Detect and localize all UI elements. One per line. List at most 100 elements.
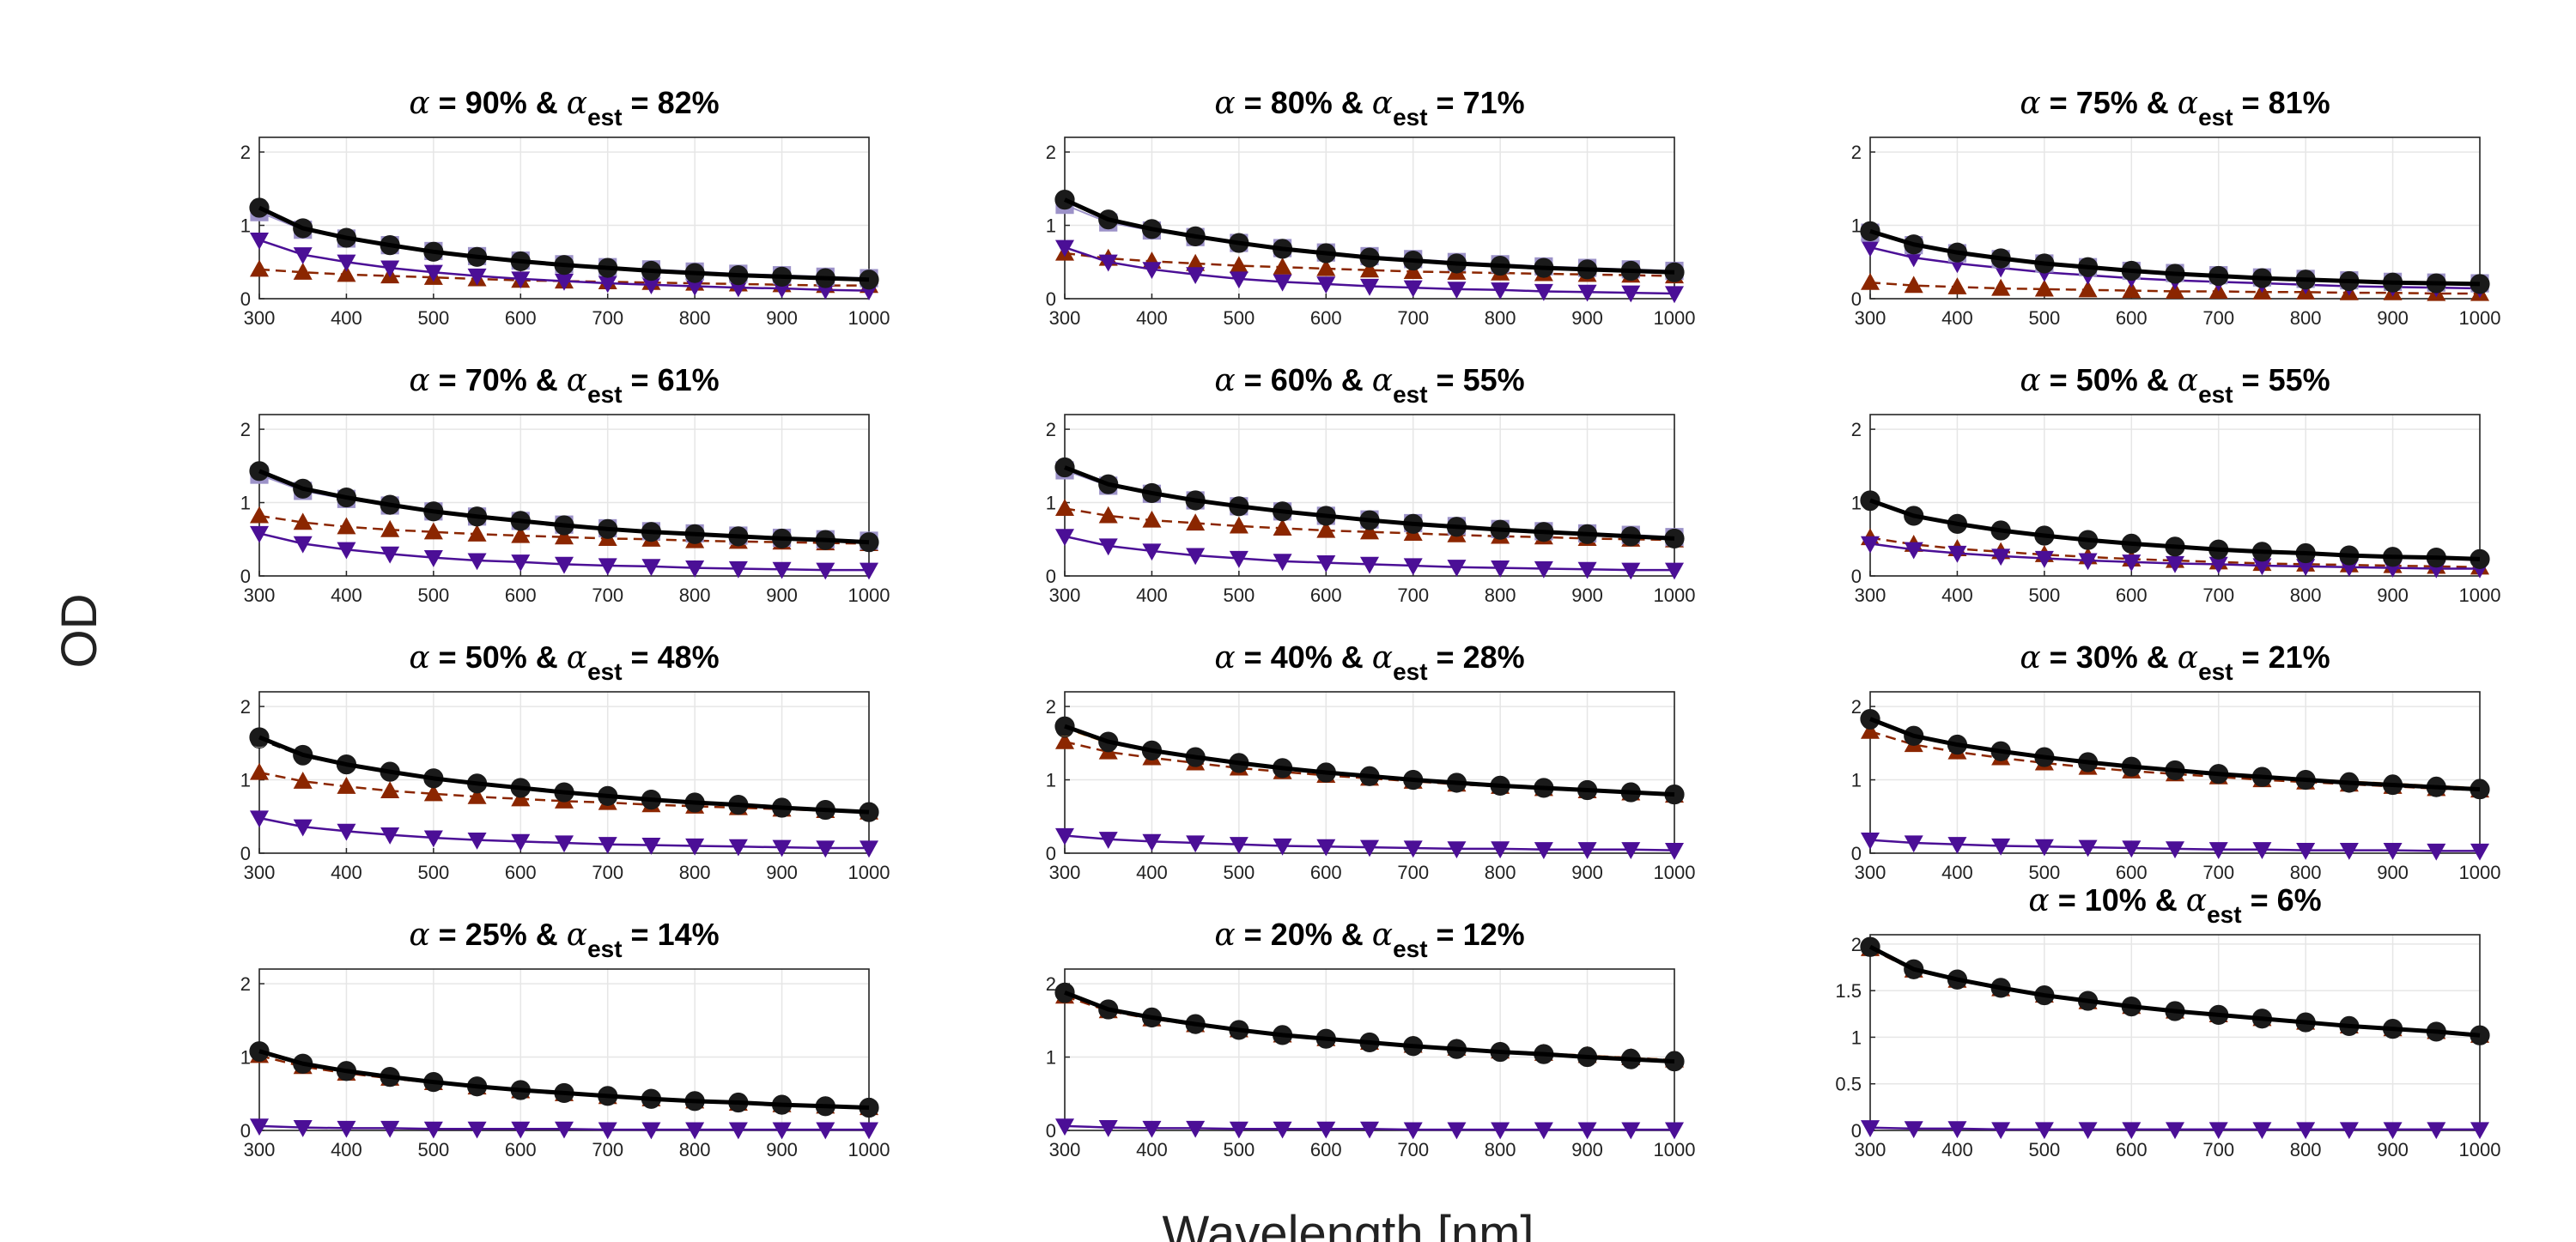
y-tick-label: 0: [1851, 288, 1862, 310]
y-tick-label: 1: [1046, 215, 1056, 237]
data-point: [1098, 538, 1118, 556]
data-point: [554, 835, 574, 853]
data-point: [1577, 284, 1597, 302]
data-point: [1860, 721, 1880, 739]
x-tick-label: 900: [1571, 1139, 1603, 1160]
series-line: [258, 469, 870, 545]
data-point: [2383, 1122, 2403, 1140]
data-point: [293, 247, 313, 264]
data-point: [641, 837, 661, 855]
data-point: [1860, 272, 1880, 290]
data-point: [685, 560, 705, 578]
data-point: [337, 777, 356, 794]
series-purple-down: [1860, 1120, 2490, 1140]
x-tick-label: 400: [1136, 862, 1168, 883]
x-tick-label: 600: [505, 585, 537, 606]
series-line: [1869, 498, 2481, 561]
data-point: [1577, 842, 1597, 859]
data-point: [859, 840, 879, 858]
data-point: [2427, 843, 2446, 861]
y-tick-label: 2: [1851, 142, 1862, 163]
x-tick-label: 500: [417, 307, 449, 329]
data-point: [293, 512, 313, 530]
data-point: [1947, 277, 1967, 294]
x-tick-label: 600: [505, 307, 537, 329]
y-tick-label: 0: [1851, 843, 1862, 864]
data-point: [1054, 1118, 1075, 1136]
data-point: [1403, 840, 1423, 858]
data-point: [1098, 832, 1118, 849]
data-point: [1316, 1121, 1336, 1139]
data-point: [1142, 262, 1162, 280]
subplot-8: 300 400 500 600 700 800 900 1000 0 1 2 α = 40% & αe…: [1046, 639, 1696, 883]
y-tick-label: 0: [1046, 1120, 1056, 1142]
x-tick-label: 900: [766, 1139, 798, 1160]
x-tick-label: 400: [1941, 1139, 1973, 1160]
subplot-10: 300 400 500 600 700 800 900 1000 0 1 2 α = 25% & αe…: [240, 917, 890, 1160]
y-tick-label: 0: [240, 288, 251, 310]
x-tick-label: 700: [2202, 862, 2234, 883]
x-tick-label: 300: [244, 1139, 276, 1160]
x-tick-label: 1000: [848, 1139, 890, 1160]
x-tick-label: 300: [1049, 585, 1081, 606]
y-tick-label: 2: [1046, 142, 1056, 163]
data-point: [380, 827, 400, 845]
series-black-circle: [249, 1041, 879, 1118]
data-point: [337, 517, 356, 535]
data-point: [1229, 271, 1249, 289]
x-tick-label: 800: [1485, 1139, 1516, 1160]
data-point: [1316, 520, 1336, 538]
x-tick-label: 700: [1397, 307, 1429, 329]
data-point: [1904, 1121, 1923, 1139]
x-tick-label: 600: [1310, 585, 1342, 606]
y-tick-label: 1.5: [1835, 980, 1862, 1002]
data-point: [1534, 842, 1553, 859]
data-point: [1098, 1119, 1118, 1137]
data-point: [2208, 1122, 2228, 1140]
x-tick-label: 400: [331, 1139, 362, 1160]
data-point: [1991, 278, 2011, 296]
data-point: [1860, 536, 1880, 554]
data-point: [1403, 262, 1423, 279]
axes-box: [1064, 136, 1675, 300]
subplot-title: α = 30% & αest = 21%: [2020, 639, 2330, 685]
data-point: [554, 527, 574, 545]
x-tick-label: 800: [679, 307, 711, 329]
series-purple-down: [249, 525, 879, 580]
data-point: [1403, 1122, 1423, 1140]
data-point: [772, 561, 792, 579]
data-point: [1142, 833, 1162, 851]
data-point: [249, 506, 270, 524]
x-tick-label: 1000: [2459, 307, 2501, 329]
data-point: [2078, 553, 2098, 571]
x-tick-label: 700: [592, 862, 623, 883]
y-tick-label: 0: [240, 843, 251, 864]
data-point: [467, 1121, 487, 1139]
y-tick-label: 0: [240, 1120, 251, 1142]
data-point: [1947, 545, 1967, 563]
data-point: [1273, 838, 1292, 856]
series-black-circle: [1860, 221, 2490, 294]
x-tick-label: 500: [1223, 862, 1255, 883]
y-tick-label: 0: [1046, 566, 1056, 587]
x-tick-label: 900: [2377, 585, 2409, 606]
x-tick-label: 500: [417, 585, 449, 606]
data-point: [1054, 499, 1075, 516]
data-point: [249, 762, 270, 780]
data-point: [2034, 279, 2054, 297]
subplot-title: α = 90% & αest = 82%: [409, 85, 719, 130]
data-point: [2034, 1122, 2054, 1140]
data-point: [2122, 840, 2142, 858]
data-point: [1447, 282, 1467, 300]
data-point: [2252, 1122, 2272, 1140]
x-tick-label: 1000: [2459, 585, 2501, 606]
x-tick-label: 600: [505, 862, 537, 883]
x-tick-label: 1000: [848, 307, 890, 329]
data-point: [1316, 258, 1336, 276]
x-tick-label: 400: [1136, 307, 1168, 329]
x-tick-label: 600: [2116, 862, 2148, 883]
data-point: [2122, 554, 2142, 572]
x-tick-label: 500: [1223, 307, 1255, 329]
x-tick-label: 800: [1485, 862, 1516, 883]
